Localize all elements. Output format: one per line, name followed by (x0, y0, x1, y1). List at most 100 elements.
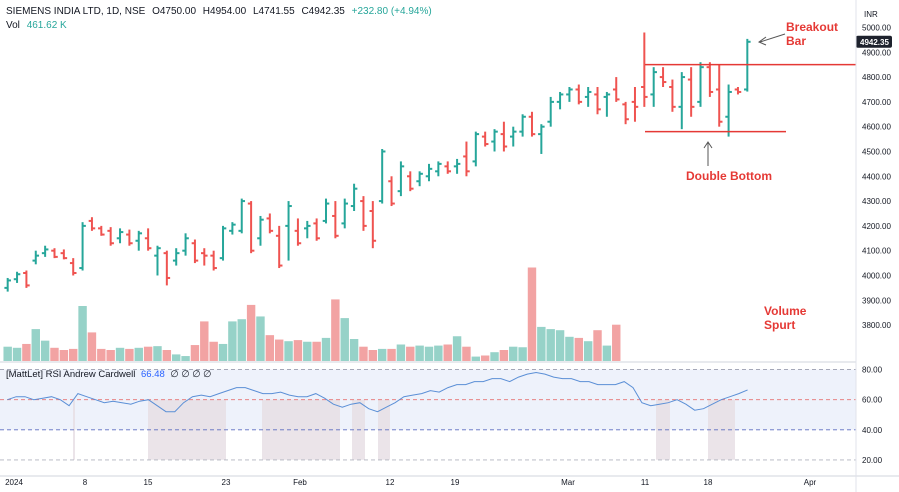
time-tick-label: 23 (222, 478, 231, 487)
volume-bar (452, 336, 462, 361)
ohlc-bar (444, 161, 451, 174)
ohlc-bar (332, 201, 339, 239)
ohlc-bar (453, 158, 461, 174)
breakout-arrow (759, 33, 786, 43)
ohlc-bar (172, 248, 180, 266)
symbol-name[interactable]: SIEMENS INDIA LTD, 1D, NSE (6, 6, 146, 17)
volume-bar (462, 346, 471, 361)
volume-bar (181, 356, 190, 361)
rsi-shade-zone (148, 399, 226, 460)
price-tick-label: 5000.00 (862, 23, 891, 32)
volume-bar (349, 339, 359, 361)
ohlc-bar (463, 141, 470, 177)
ohlc-bar (144, 228, 152, 251)
ohlc-bar (98, 225, 105, 236)
time-tick-label: 15 (144, 478, 153, 487)
volume-bar (593, 330, 602, 361)
volume-bar (125, 348, 134, 361)
volume-bar (274, 339, 284, 361)
time-tick-label: 11 (641, 478, 650, 487)
rsi-extra: ∅ ∅ ∅ ∅ (170, 369, 212, 380)
ohlc-bar (397, 161, 405, 197)
volume-bar (153, 346, 162, 361)
ohlc-bar (641, 32, 648, 107)
ohlc-bar (88, 217, 96, 231)
ohlc-bar (556, 91, 564, 110)
volume-bar (200, 321, 209, 361)
ohlc-bar (350, 183, 358, 211)
ohlc-bar (60, 249, 68, 260)
ohlc-bar (294, 218, 302, 246)
volume-bar (434, 345, 443, 361)
volume-bar (415, 345, 424, 361)
time-tick-label: 18 (704, 478, 713, 487)
rsi-header: [MattLet] RSI Andrew Cardwell 66.48 ∅ ∅ … (6, 369, 211, 380)
ohlc-bar (378, 149, 386, 204)
volume-bar (293, 340, 303, 361)
time-tick-label: Mar (561, 478, 575, 487)
volume-bar (396, 344, 406, 361)
ohlc-bar (201, 248, 208, 266)
ohlc-bar (313, 218, 320, 241)
volume-label-line1: Volume (764, 304, 807, 318)
volume-bar (87, 332, 97, 361)
ohlc-bar (472, 131, 480, 167)
volume-value: 461.62 K (26, 20, 67, 31)
rsi-tick-label: 40.00 (862, 426, 883, 435)
time-tick-label: 12 (386, 478, 395, 487)
volume-bar (340, 318, 349, 361)
ohlc-bar (491, 129, 498, 152)
volume-bar (602, 345, 612, 361)
volume-bar (303, 341, 312, 361)
volume-bar (377, 348, 387, 361)
breakout-label-line2: Bar (786, 34, 806, 48)
breakout-label-line1: Breakout (786, 20, 838, 34)
volume-label[interactable]: Vol (6, 20, 20, 31)
ohlc-bar (538, 124, 545, 154)
ohlc-bar (500, 121, 508, 152)
ohlc-bar (135, 230, 143, 251)
price-tick-label: 4800.00 (862, 73, 891, 82)
ohlc-bar (369, 201, 377, 249)
rsi-label[interactable]: [MattLet] RSI Andrew Cardwell (6, 369, 136, 380)
ohlc-bar (509, 126, 517, 147)
volume-bar (387, 348, 396, 361)
ohlc-bar (182, 233, 189, 256)
ohlc-bar (51, 248, 58, 259)
volume-bar (256, 316, 265, 361)
volume-bar (612, 324, 621, 361)
rsi-shade-zone (378, 399, 390, 460)
volume-bar (115, 347, 125, 361)
ohlc-bar (13, 271, 21, 283)
price-axis[interactable]: 3800.00 3900.00 4000.00 4100.00 4200.00 4300.… (856, 0, 899, 492)
ohlc-bar (547, 96, 554, 127)
ohlc-bar (238, 198, 246, 234)
ohlc-bar (229, 222, 236, 235)
ohlc-bar (416, 171, 423, 187)
ohlc-bar (322, 198, 330, 224)
ohlc-bar (107, 227, 114, 246)
ohlc-bar (631, 87, 639, 122)
ohlc-bar (594, 87, 601, 115)
volume-bar (246, 304, 256, 361)
volume-bar (190, 345, 200, 361)
volume-bar (406, 346, 415, 361)
time-tick-label: 19 (451, 478, 460, 487)
ohlc-bar (650, 67, 657, 107)
volume-bar (490, 352, 499, 361)
time-tick-label: Feb (293, 478, 307, 487)
double-bottom-label: Double Bottom (686, 169, 772, 183)
volume-bar (50, 347, 59, 361)
rsi-value: 66.48 (141, 369, 165, 380)
ohlc-bar (481, 131, 489, 147)
price-change: +232.80 (+4.94%) (351, 6, 432, 17)
ohlc-bar (697, 62, 704, 107)
price-tick-label: 4900.00 (862, 48, 891, 57)
volume-bar (574, 337, 584, 361)
price-tick-label: 4100.00 (862, 247, 891, 256)
ohlc-bar (678, 72, 686, 130)
ohlc-bar (210, 250, 217, 271)
double-bottom-lines (645, 63, 856, 133)
